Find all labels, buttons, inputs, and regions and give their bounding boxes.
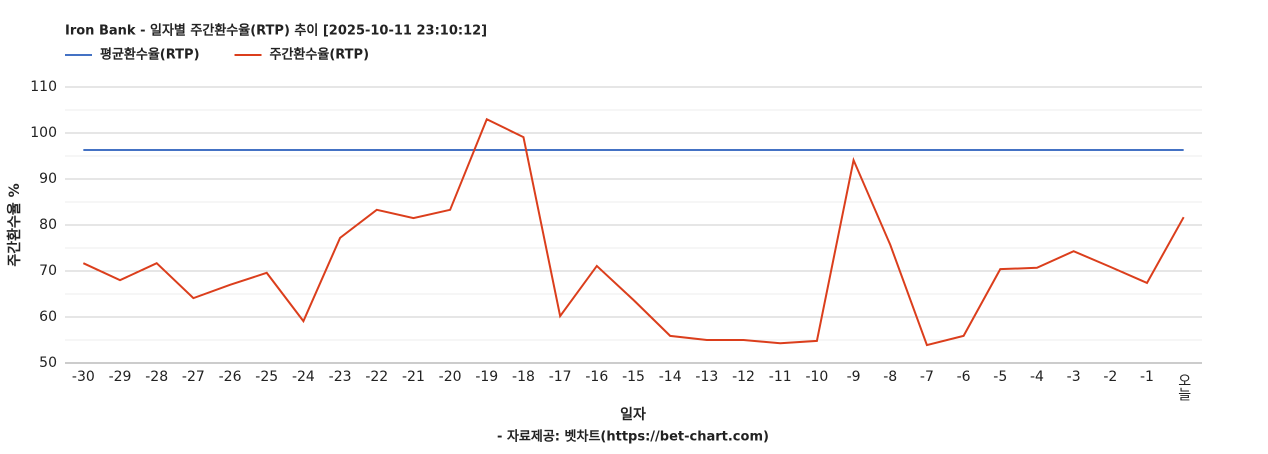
y-tick-label: 90 bbox=[39, 171, 57, 187]
legend-label: 주간환수율(RTP) bbox=[270, 47, 370, 63]
chart-title: Iron Bank - 일자별 주간환수율(RTP) 추이 [2025-10-1… bbox=[65, 23, 487, 39]
y-tick-label: 50 bbox=[39, 355, 57, 371]
x-tick-label: -1 bbox=[1140, 369, 1154, 385]
footer: - 자료제공: 벳차트(https://bet-chart.com) bbox=[497, 429, 769, 445]
x-tick-label: -9 bbox=[847, 369, 861, 385]
x-tick-label: -8 bbox=[883, 369, 897, 385]
x-tick-label: -19 bbox=[475, 369, 498, 385]
x-tick-label: -22 bbox=[365, 369, 388, 385]
y-tick-label: 70 bbox=[39, 263, 57, 279]
x-tick-label: -29 bbox=[109, 369, 132, 385]
x-tick-label: -11 bbox=[769, 369, 792, 385]
x-tick-label: -3 bbox=[1067, 369, 1081, 385]
x-tick-label: -24 bbox=[292, 369, 315, 385]
x-tick-label: -5 bbox=[993, 369, 1007, 385]
x-tick-label: -16 bbox=[585, 369, 608, 385]
y-tick-label: 110 bbox=[30, 79, 57, 95]
y-tick-label: 100 bbox=[30, 125, 57, 141]
x-tick-label: -13 bbox=[695, 369, 718, 385]
y-tick-label: 60 bbox=[39, 309, 57, 325]
x-axis-title: 일자 bbox=[620, 407, 646, 423]
x-tick-label: -26 bbox=[219, 369, 242, 385]
x-tick-label: -30 bbox=[72, 369, 95, 385]
x-tick-label: -27 bbox=[182, 369, 205, 385]
y-tick-label: 80 bbox=[39, 217, 57, 233]
x-tick-label: -4 bbox=[1030, 369, 1044, 385]
x-tick-label: -12 bbox=[732, 369, 755, 385]
x-tick-label: -10 bbox=[805, 369, 828, 385]
x-tick-label: -21 bbox=[402, 369, 425, 385]
y-axis-title: 주간환수율 % bbox=[6, 183, 23, 266]
x-tick-label: -20 bbox=[439, 369, 462, 385]
x-tick-label: -14 bbox=[659, 369, 682, 385]
x-tick-label: -7 bbox=[920, 369, 934, 385]
x-tick-label: -2 bbox=[1103, 369, 1117, 385]
x-tick-label: 오늘 bbox=[1176, 373, 1192, 401]
x-tick-label: -18 bbox=[512, 369, 535, 385]
legend-label: 평균환수율(RTP) bbox=[100, 47, 200, 63]
x-tick-label: -15 bbox=[622, 369, 645, 385]
x-tick-label: -17 bbox=[549, 369, 572, 385]
x-tick-label: -23 bbox=[329, 369, 352, 385]
x-tick-label: -25 bbox=[255, 369, 278, 385]
x-tick-label: -6 bbox=[957, 369, 971, 385]
x-tick-label: -28 bbox=[145, 369, 168, 385]
series-line bbox=[82, 117, 1185, 347]
